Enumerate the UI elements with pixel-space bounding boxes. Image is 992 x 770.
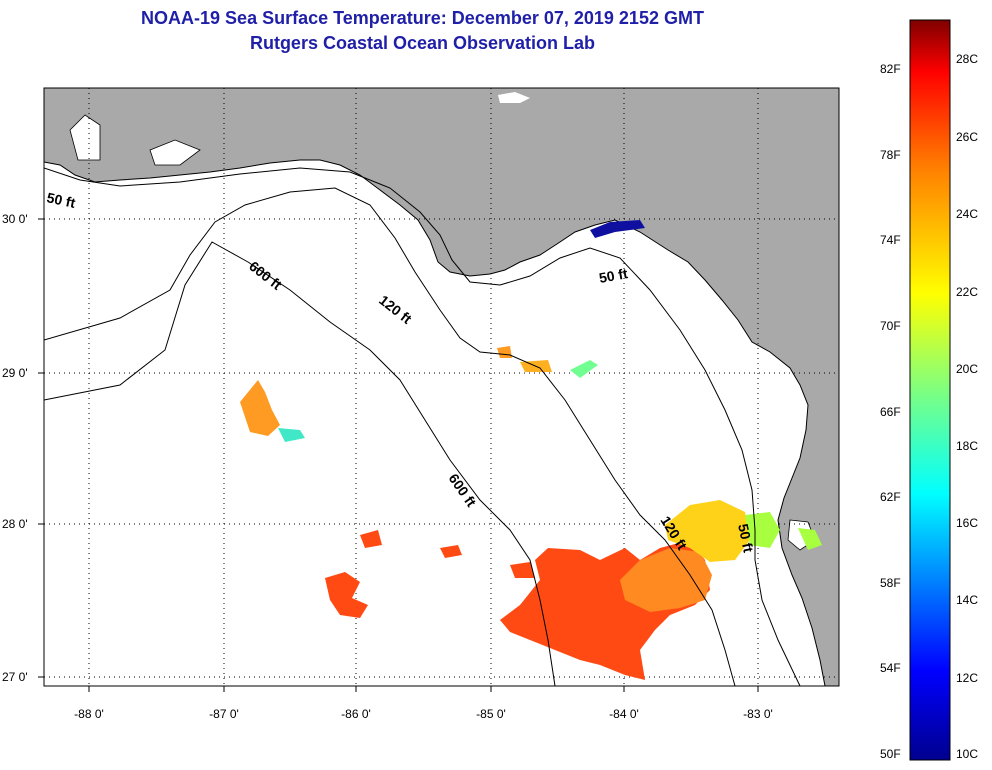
lake-area [498, 92, 530, 103]
lon-label: -85 0' [476, 707, 506, 721]
contour-label: 50 ft [735, 522, 757, 554]
colorbar-c-label: 24C [956, 207, 978, 221]
colorbar-f-label: 62F [880, 490, 901, 504]
sst-patch-warm [440, 545, 462, 558]
colorbar-f-label: 50F [880, 747, 901, 761]
lon-label: -86 0' [341, 707, 371, 721]
sst-patch-cool [570, 360, 598, 378]
colorbar [909, 19, 951, 761]
sst-patch-warm [360, 530, 382, 548]
colorbar-c-label: 18C [956, 439, 978, 453]
colorbar-c-label: 22C [956, 285, 978, 299]
bay-area [69, 114, 101, 161]
contour-120ft [44, 187, 736, 686]
sst-patch-green [798, 528, 822, 550]
colorbar-f-label: 74F [880, 233, 901, 247]
colorbar-c-label: 14C [956, 593, 978, 607]
colorbar-f-labels: 82F 78F 74F 70F 66F 62F 58F 54F 50F [880, 62, 901, 761]
colorbar-c-label: 20C [956, 362, 978, 376]
colorbar-f-label: 70F [880, 319, 901, 333]
bay-area [149, 139, 201, 166]
colorbar-c-labels: 28C 26C 24C 22C 20C 18C 16C 14C 12C 10C [956, 52, 978, 761]
lat-label: 27 0' [2, 670, 28, 684]
lon-label: -83 0' [743, 707, 773, 721]
lon-label: -88 0' [74, 707, 104, 721]
contour-50ft [44, 167, 801, 686]
map-title: NOAA-19 Sea Surface Temperature: Decembe… [141, 8, 704, 28]
plot-frame [43, 87, 840, 687]
lon-label: -87 0' [209, 707, 239, 721]
sst-patch-mid [240, 380, 280, 436]
colorbar-c-label: 26C [956, 130, 978, 144]
sst-patch-cold [590, 220, 645, 238]
lat-label: 29 0' [2, 366, 28, 380]
colorbar-c-label: 28C [956, 52, 978, 66]
sst-patch-warm [325, 572, 368, 618]
contour-600ft [44, 241, 556, 686]
sst-patch-cyan [278, 428, 305, 442]
map-subtitle: Rutgers Coastal Ocean Observation Lab [249, 33, 596, 53]
lat-label: 30 0' [2, 212, 28, 226]
sst-patch-green [745, 512, 780, 548]
lat-label: 28 0' [2, 517, 28, 531]
land-area [44, 88, 839, 686]
contour-label: 50 ft [45, 189, 77, 211]
sst-patch-yellow [665, 500, 750, 562]
axis-ticks [38, 218, 759, 692]
sst-patch-mid [620, 548, 712, 612]
colorbar-c-label: 12C [956, 671, 978, 685]
lon-label: -84 0' [609, 707, 639, 721]
colorbar-f-label: 78F [880, 148, 901, 162]
colorbar-f-label: 66F [880, 405, 901, 419]
sst-patch-warm [510, 562, 535, 578]
colorbar-f-label: 82F [880, 62, 901, 76]
colorbar-f-label: 58F [880, 576, 901, 590]
colorbar-c-label: 10C [956, 747, 978, 761]
colorbar-f-label: 54F [880, 661, 901, 675]
contour-label: 50 ft [598, 265, 629, 286]
colorbar-c-label: 16C [956, 516, 978, 530]
